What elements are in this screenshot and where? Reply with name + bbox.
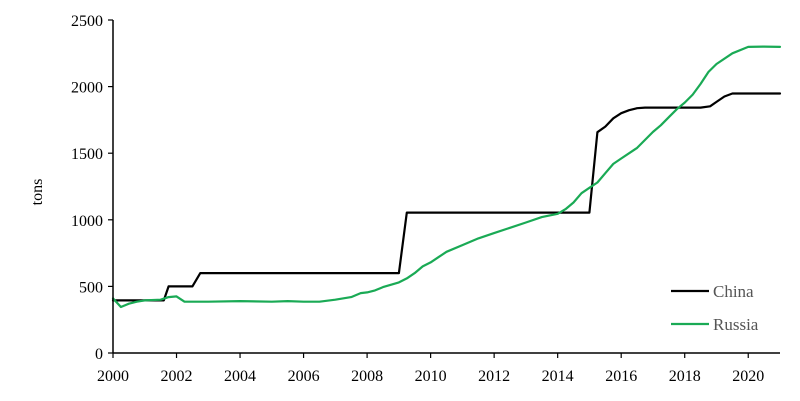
x-tick-label: 2000 [97, 368, 129, 385]
x-tick-label: 2002 [161, 368, 193, 385]
y-tick-label: 1000 [71, 213, 103, 230]
series-line-russia [111, 45, 782, 309]
legend: China Russia [671, 282, 759, 334]
y-tick-label: 1500 [71, 146, 103, 163]
legend-label-russia: Russia [713, 315, 759, 334]
y-axis-title: tons [29, 179, 46, 206]
x-tick-label: 2008 [351, 368, 383, 385]
series-layer [111, 45, 782, 309]
x-tick-label: 2010 [415, 368, 447, 385]
y-axis: 0 500 1000 1500 2000 2500 [71, 13, 113, 363]
x-tick-label: 2016 [605, 368, 637, 385]
y-tick-label: 0 [95, 346, 103, 363]
x-axis: 2000 2002 2004 2006 2008 2010 2012 2014 2016 2018… [97, 353, 764, 385]
y-tick-label: 2000 [71, 80, 103, 97]
x-tick-label: 2020 [732, 368, 764, 385]
x-tick-label: 2006 [288, 368, 320, 385]
legend-label-china: China [713, 282, 754, 301]
series-line-china [111, 92, 782, 302]
x-tick-label: 2004 [224, 368, 256, 385]
y-tick-label: 2500 [71, 13, 103, 30]
y-tick-label: 500 [79, 279, 103, 296]
x-tick-label: 2018 [669, 368, 701, 385]
x-tick-label: 2014 [542, 368, 574, 385]
x-tick-label: 2012 [478, 368, 510, 385]
